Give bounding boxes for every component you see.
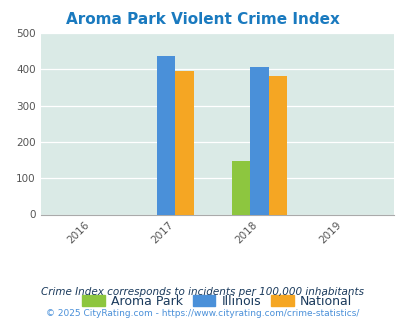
Bar xyxy=(268,76,286,214)
Bar xyxy=(249,68,268,214)
Bar xyxy=(175,72,193,214)
Text: © 2025 CityRating.com - https://www.cityrating.com/crime-statistics/: © 2025 CityRating.com - https://www.city… xyxy=(46,309,359,318)
Bar xyxy=(231,161,249,215)
Legend: Aroma Park, Illinois, National: Aroma Park, Illinois, National xyxy=(77,290,356,313)
Text: Crime Index corresponds to incidents per 100,000 inhabitants: Crime Index corresponds to incidents per… xyxy=(41,287,364,297)
Text: Aroma Park Violent Crime Index: Aroma Park Violent Crime Index xyxy=(66,12,339,27)
Bar xyxy=(156,55,175,214)
